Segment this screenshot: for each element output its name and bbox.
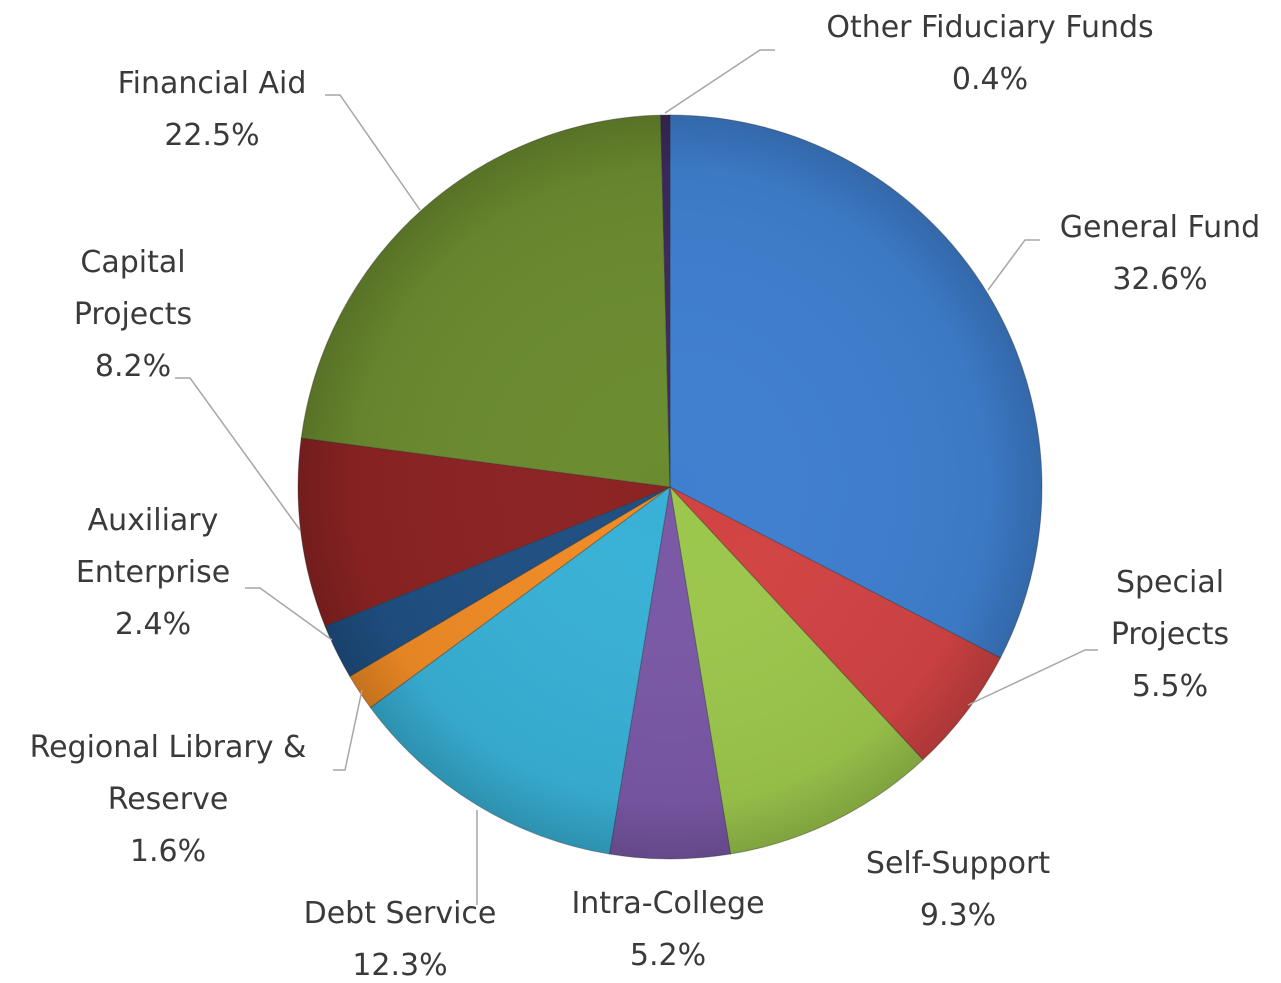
value-label: 0.4% [951, 62, 1029, 97]
category-label: Debt Service [303, 896, 497, 931]
category-label: Auxiliary Enterprise [75, 503, 231, 590]
slice-label: General Fund 32.6% [1010, 202, 1281, 306]
category-label: Intra-College [571, 886, 765, 921]
leader-line [333, 689, 363, 771]
value-label: 8.2% [94, 349, 172, 384]
slice-label: Capital Projects 8.2% [48, 237, 218, 393]
category-label: General Fund [1059, 210, 1261, 245]
slice-label: Other Fiduciary Funds 0.4% [780, 2, 1200, 106]
leader-line [245, 587, 333, 641]
value-label: 2.4% [114, 607, 192, 642]
slice-label: Intra-College 5.2% [508, 878, 828, 982]
category-label: Financial Aid [117, 66, 307, 101]
value-label: 5.5% [1131, 669, 1209, 704]
slice-label: Debt Service 12.3% [240, 888, 560, 983]
slice-label: Financial Aid 22.5% [52, 58, 372, 162]
slice-label: Self-Support 9.3% [798, 838, 1118, 942]
value-label: 1.6% [129, 834, 207, 869]
leader-line [325, 94, 421, 211]
pie-slice [300, 114, 671, 488]
value-label: 22.5% [164, 118, 260, 153]
category-label: Special Projects [1110, 565, 1230, 652]
leader-line [664, 49, 775, 114]
value-label: 5.2% [629, 938, 707, 973]
category-label: Regional Library & Reserve [29, 730, 307, 817]
slice-label: Auxiliary Enterprise 2.4% [48, 495, 258, 651]
slice-label: Regional Library & Reserve 1.6% [1, 722, 336, 878]
leader-line [987, 239, 1040, 291]
value-label: 32.6% [1112, 262, 1208, 297]
leader-line [967, 649, 1098, 706]
category-label: Other Fiduciary Funds [826, 10, 1154, 45]
category-label: Capital Projects [73, 245, 193, 332]
value-label: 12.3% [352, 948, 448, 983]
leader-line [175, 377, 301, 531]
value-label: 9.3% [919, 898, 997, 933]
slice-label: Special Projects 5.5% [1085, 557, 1255, 713]
category-label: Self-Support [865, 846, 1051, 881]
